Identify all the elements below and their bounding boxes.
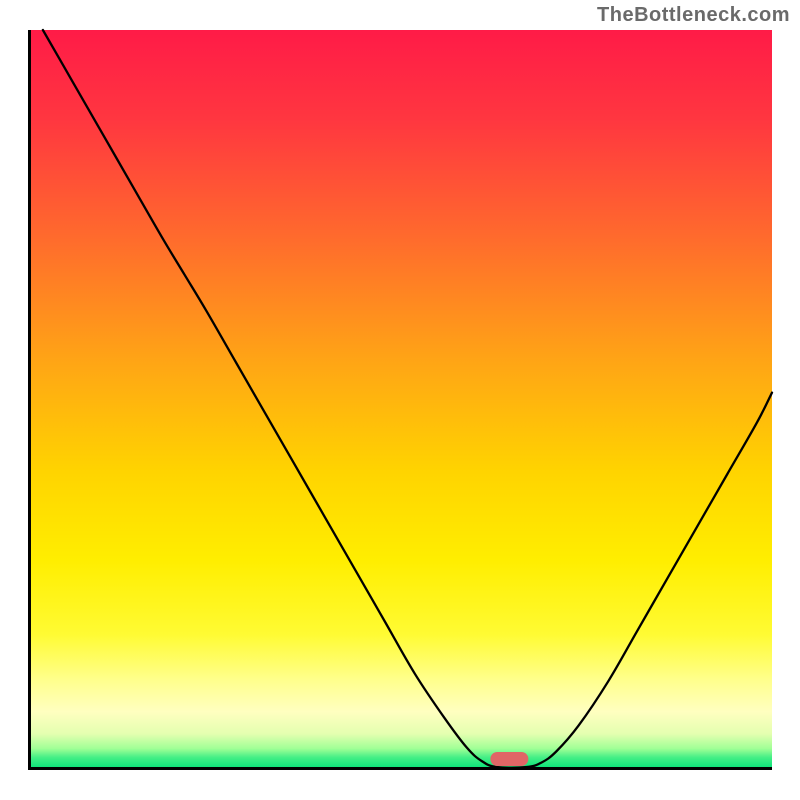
chart-container: TheBottleneck.com [0, 0, 800, 800]
plot-area [28, 30, 772, 770]
watermark-text: TheBottleneck.com [597, 4, 790, 27]
